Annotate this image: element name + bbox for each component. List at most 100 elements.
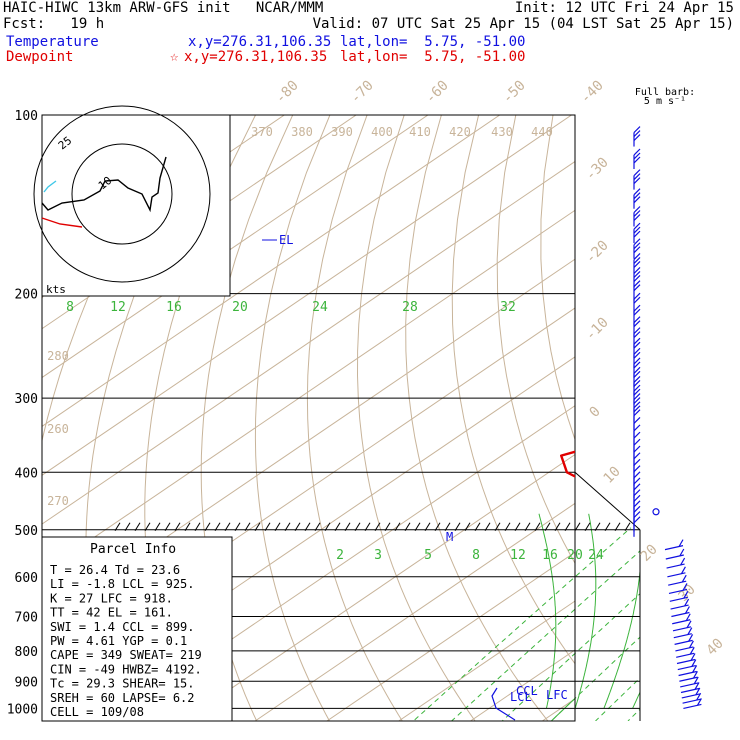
wind-barb-flag (633, 304, 641, 312)
wind-barb-flag (633, 438, 641, 446)
pressure-tick-label: 900 (15, 675, 38, 690)
hodograph-trace-top (43, 180, 57, 193)
pressure-tick-label: 500 (15, 524, 38, 539)
hatch-mark (344, 522, 351, 532)
wind-barb-flag (633, 253, 641, 260)
dewpoint-star-icon: ☆ (170, 49, 179, 65)
hatch-mark (174, 522, 181, 532)
wind-barb (667, 566, 686, 578)
hatch-mark (144, 522, 151, 532)
wind-barb-staff (676, 652, 695, 658)
wind-barb-staff (668, 580, 687, 586)
wind-barb-flag (633, 375, 641, 383)
hatch-mark (544, 522, 551, 532)
wind-barb-flag (633, 351, 641, 359)
wind-barb-flag (633, 156, 641, 164)
hatch-mark (274, 522, 281, 532)
calm-wind-circle (652, 508, 660, 516)
dewpoint-latlon: lat,lon= 5.75, -51.00 (340, 49, 526, 65)
wind-barb-flag (692, 665, 698, 673)
dry-adiabat-line (405, 115, 549, 721)
hatch-mark (374, 522, 381, 532)
hatch-mark (224, 522, 231, 532)
wind-barb-flag (633, 238, 641, 246)
wind-barb-flag (633, 511, 641, 519)
mixing-ratio-label: 3 (374, 548, 382, 563)
wind-barb-flag (633, 222, 641, 230)
hatch-mark (554, 522, 561, 532)
parcel-info-row: LI = -1.8 LCL = 925. (50, 577, 195, 591)
hatch-mark (254, 522, 261, 532)
wind-barb-flag (633, 337, 641, 345)
theta-label: 400 (371, 125, 393, 139)
wind-barb-flag (696, 698, 702, 706)
wind-barb-staff (667, 572, 686, 578)
theta-label: 370 (251, 125, 273, 139)
parcel-info-panel: Parcel Info T = 26.4 Td = 23.6LI = -1.8 L… (41, 536, 233, 722)
wind-barb-flag (633, 169, 641, 177)
wind-barb (664, 539, 684, 551)
parcel-info-row: T = 26.4 Td = 23.6 (50, 563, 180, 577)
isotherm-label: -30 (583, 155, 612, 184)
wind-barb-flag (633, 393, 641, 401)
dry-adiabat-line (254, 115, 331, 721)
hatch-mark (434, 522, 441, 532)
wind-barb-flag (633, 361, 641, 369)
wind-barb (633, 148, 641, 169)
theta-label: 260 (47, 422, 69, 436)
wind-barb-staff (676, 658, 696, 665)
pressure-tick-label: 600 (15, 571, 38, 586)
wind-barb-flag (633, 130, 641, 137)
wind-barbs: Full barb:5 m s⁻¹ (633, 87, 702, 710)
dry-adiabat-line (624, 115, 740, 721)
wind-barb-flag (633, 173, 641, 181)
wind-barb-flag (685, 613, 691, 622)
hatch-mark (574, 522, 581, 532)
wind-barb-flag (695, 687, 701, 696)
dry-adiabat-line (583, 115, 740, 721)
wind-barb (677, 659, 697, 671)
wind-barb-flag (678, 539, 684, 547)
wind-barb (672, 620, 692, 632)
wind-barb-staff (682, 698, 701, 704)
wind-barb (680, 676, 699, 688)
wind-barb (680, 682, 700, 694)
moist-adiabat-line (538, 513, 557, 709)
wind-barb-flag (633, 379, 641, 387)
lower-panel-diagonal (574, 471, 641, 531)
parcel-info-row: SREH = 60 LAPSE= 6.2 (50, 691, 195, 705)
hatch-mark (364, 522, 371, 532)
hatch-mark (154, 522, 161, 532)
pressure-tick-label: 700 (15, 611, 38, 626)
hatch-mark (534, 522, 541, 532)
wind-barb-flag (633, 126, 641, 133)
wind-barb (673, 627, 693, 639)
dry-adiabat-line (451, 115, 575, 665)
mixing-ratio-label: 20 (567, 548, 583, 563)
isotherm-label: -20 (583, 238, 612, 267)
wind-barb-staff (664, 545, 684, 551)
mixing-ratio-label: 8 (66, 300, 74, 315)
hatch-mark (514, 522, 521, 532)
hatch-mark (334, 522, 341, 532)
hatch-mark (564, 522, 571, 532)
wind-barb-staff (669, 596, 688, 602)
pressure-tick-label: 100 (15, 109, 38, 124)
wind-barb (678, 665, 698, 677)
hatch-mark (294, 522, 301, 532)
barb-legend-units: 5 m s⁻¹ (644, 96, 686, 107)
mixing-ratio-label: 28 (402, 300, 418, 315)
pressure-tick-label: 200 (15, 288, 38, 303)
mixing-ratio-label: 5 (424, 548, 432, 563)
hatch-mark (464, 522, 471, 532)
hatch-mark (394, 522, 401, 532)
dewpoint-legend: Dewpoint (6, 49, 74, 65)
wind-barb-flag (633, 483, 641, 491)
wind-barb-flag (633, 516, 641, 524)
isotherm-label: -10 (583, 315, 612, 344)
isotherm-line (470, 649, 575, 721)
mixing-ratio-label: 12 (510, 548, 526, 563)
wind-barb-flag (633, 505, 641, 513)
hodograph-trace (41, 156, 167, 213)
